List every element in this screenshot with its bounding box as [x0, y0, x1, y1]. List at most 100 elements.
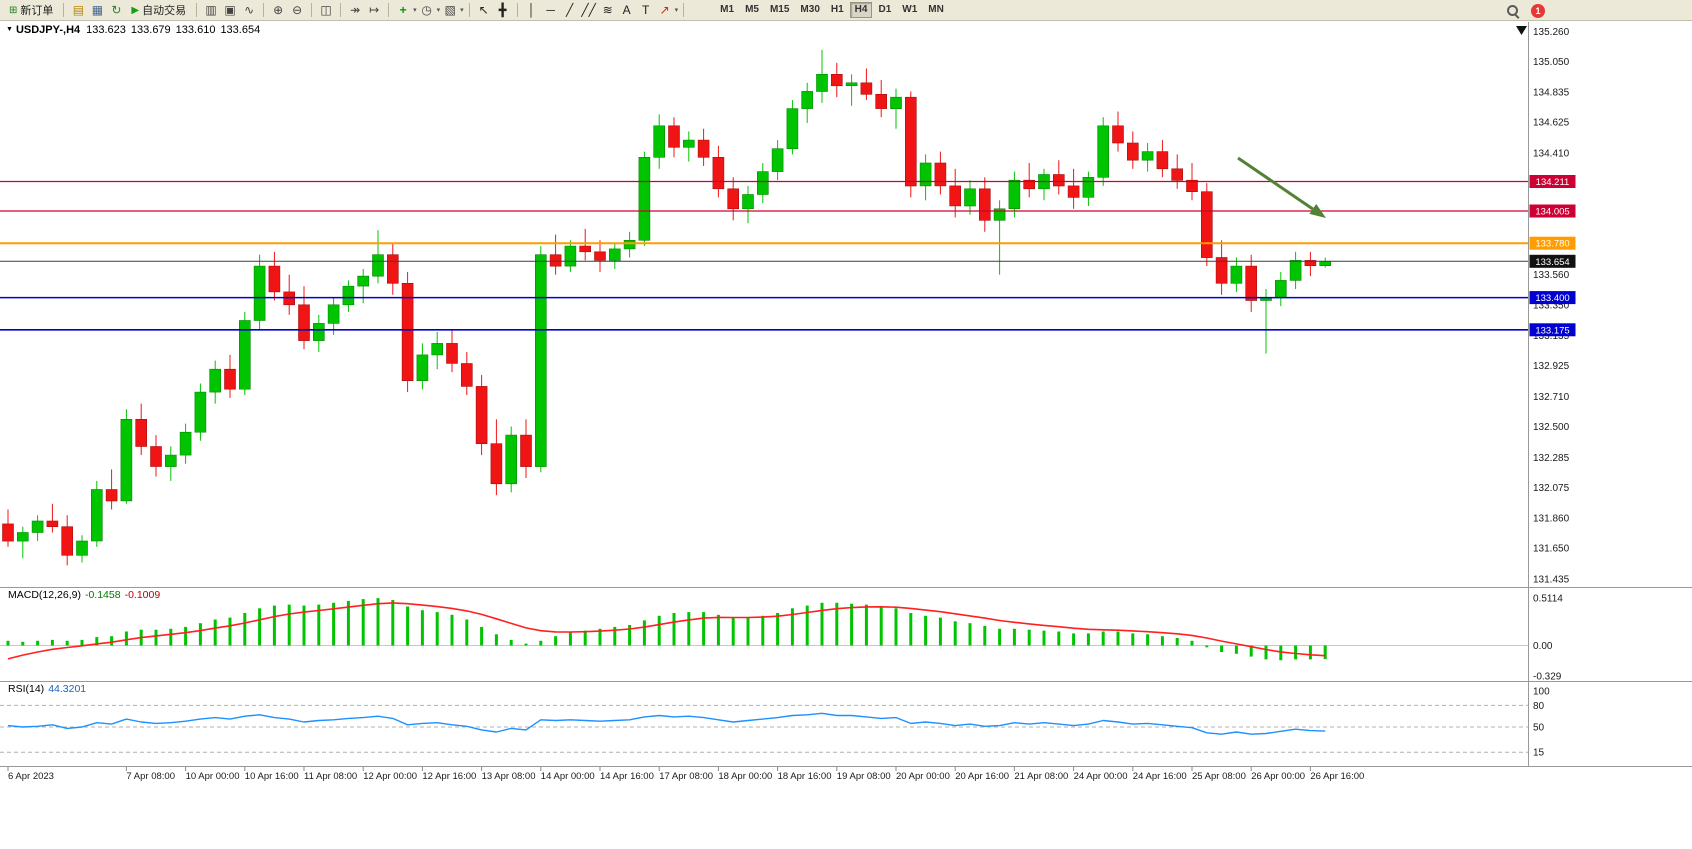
channel-icon[interactable]: ╱╱: [581, 3, 596, 17]
svg-text:24 Apr 00:00: 24 Apr 00:00: [1074, 771, 1128, 782]
svg-text:133.175: 133.175: [1535, 325, 1569, 336]
chart-title: ▼ USDJPY-,H4 133.623 133.679 133.610 133.654: [6, 24, 265, 36]
toolbar-separator: [388, 3, 390, 17]
arrows-icon[interactable]: ↗: [659, 3, 670, 17]
text-label-icon[interactable]: T: [641, 3, 650, 17]
new-order-button[interactable]: ⊞ 新订单: [4, 2, 58, 19]
auto-scroll-icon[interactable]: ↠: [350, 3, 361, 17]
toolbar-separator: [340, 3, 342, 17]
rsi-value: 44.3201: [48, 683, 87, 695]
timeframe-mn[interactable]: MN: [928, 4, 944, 15]
zoom-out-icon[interactable]: ⊖: [292, 3, 303, 17]
svg-text:132.925: 132.925: [1533, 361, 1570, 372]
auto-trading-button[interactable]: ▶ 自动交易: [126, 2, 191, 19]
macd-signal-value: -0.1009: [124, 589, 161, 601]
dropdown-arrow-icon[interactable]: ▾: [460, 7, 464, 14]
horizontal-line-icon[interactable]: ─: [546, 3, 555, 17]
crosshair-icon[interactable]: ╋: [499, 3, 507, 17]
svg-text:133.350: 133.350: [1533, 300, 1570, 311]
new-order-button-label: 新订单: [20, 5, 54, 17]
trend-arrow[interactable]: [1237, 156, 1326, 218]
timeframe-m1[interactable]: M1: [720, 4, 735, 15]
fibonacci-icon[interactable]: ≋: [602, 3, 613, 17]
toolbar-separator: [263, 3, 265, 17]
refresh-icon[interactable]: ↻: [111, 3, 122, 17]
timeframe-w1[interactable]: W1: [902, 4, 918, 15]
trendline-icon[interactable]: ╱: [566, 3, 574, 17]
chart-shift-icon[interactable]: ↦: [369, 3, 380, 17]
svg-text:6 Apr 2023: 6 Apr 2023: [8, 771, 54, 782]
svg-text:-0.329: -0.329: [1533, 672, 1562, 683]
rsi-pane: 100 80 50 15: [0, 687, 1550, 759]
svg-text:132.500: 132.500: [1533, 422, 1570, 433]
timeframe-buttons: M1 M5 M15 M30 H1 H4 D1 W1 MN: [715, 2, 949, 18]
svg-text:7 Apr 08:00: 7 Apr 08:00: [126, 771, 175, 782]
svg-text:135.050: 135.050: [1533, 57, 1570, 68]
svg-text:18 Apr 00:00: 18 Apr 00:00: [718, 771, 772, 782]
svg-text:134.625: 134.625: [1533, 118, 1570, 129]
macd-signal-line: [7, 602, 1326, 660]
indicators-button[interactable]: +: [399, 3, 407, 17]
svg-text:26 Apr 16:00: 26 Apr 16:00: [1310, 771, 1364, 782]
svg-text:0.5114: 0.5114: [1533, 594, 1563, 605]
price-axis[interactable]: 135.260 135.050 134.835 134.625 134.410 134.2…: [1529, 27, 1576, 586]
chart-symbol-label: USDJPY-,H4: [15, 24, 81, 36]
search-icon[interactable]: [1506, 4, 1520, 18]
ohlc-open: 133.623: [86, 24, 126, 36]
svg-text:132.710: 132.710: [1533, 392, 1570, 403]
timeframe-h4[interactable]: H4: [849, 2, 873, 18]
notification-badge[interactable]: 1: [1531, 3, 1545, 18]
chart-shift-marker[interactable]: [1516, 26, 1527, 35]
dropdown-arrow-icon[interactable]: ▾: [413, 7, 417, 14]
toolbar-right: 1: [1506, 3, 1545, 18]
timeframe-m5[interactable]: M5: [745, 4, 759, 15]
svg-text:19 Apr 08:00: 19 Apr 08:00: [837, 771, 891, 782]
time-axis[interactable]: 6 Apr 2023 7 Apr 08:00 10 Apr 00:00 10 Apr …: [7, 767, 1364, 782]
rsi-line: [7, 712, 1326, 735]
svg-text:20 Apr 00:00: 20 Apr 00:00: [896, 771, 950, 782]
svg-text:134.211: 134.211: [1536, 177, 1570, 188]
tile-windows-icon[interactable]: ◫: [320, 3, 332, 17]
svg-text:17 Apr 08:00: 17 Apr 08:00: [659, 771, 713, 782]
svg-text:18 Apr 16:00: 18 Apr 16:00: [778, 771, 832, 782]
collapse-triangle-icon: ▼: [6, 26, 13, 33]
timeframe-h1[interactable]: H1: [830, 4, 844, 15]
chart-candles-icon[interactable]: ▣: [224, 3, 236, 17]
timeframe-d1[interactable]: D1: [878, 4, 892, 15]
toolbar: ⊞ 新订单 ▤ ▦ ↻ ▶ 自动交易 ▥ ▣ ∿ ⊕ ⊖ ◫ ↠ ↦ + ▾ ◷ ▾ ▧ ▾ ↖ ╋ │ ─ ╱ ╱╱ ≋ A T ↗ ▾ M1…: [0, 0, 1692, 21]
play-icon: ▶: [131, 4, 140, 16]
ohlc-close: 133.654: [220, 24, 261, 36]
profiles-icon[interactable]: ▤: [72, 3, 85, 17]
toolbar-items: ⊞ 新订单 ▤ ▦ ↻ ▶ 自动交易 ▥ ▣ ∿ ⊕ ⊖ ◫ ↠ ↦ + ▾ ◷ ▾ ▧ ▾ ↖ ╋ │ ─ ╱ ╱╱ ≋ A T ↗ ▾ M1…: [4, 2, 949, 19]
svg-text:10 Apr 16:00: 10 Apr 16:00: [245, 771, 299, 782]
dropdown-arrow-icon[interactable]: ▾: [674, 7, 679, 14]
svg-text:133.400: 133.400: [1535, 293, 1569, 304]
periods-button[interactable]: ◷: [421, 3, 432, 17]
svg-text:100: 100: [1533, 687, 1550, 698]
svg-text:21 Apr 08:00: 21 Apr 08:00: [1014, 771, 1068, 782]
svg-text:133.780: 133.780: [1535, 239, 1569, 250]
svg-text:135.260: 135.260: [1533, 27, 1570, 38]
cursor-icon[interactable]: ↖: [478, 3, 489, 17]
svg-text:26 Apr 00:00: 26 Apr 00:00: [1251, 771, 1305, 782]
svg-text:134.410: 134.410: [1533, 149, 1570, 160]
macd-main-value: -0.1458: [84, 589, 121, 601]
chart-bars-icon[interactable]: ▥: [205, 3, 217, 17]
new-order-icon: ⊞: [9, 4, 18, 16]
ohlc-low: 133.610: [175, 24, 216, 36]
svg-text:14 Apr 16:00: 14 Apr 16:00: [600, 771, 654, 782]
svg-text:131.650: 131.650: [1533, 544, 1570, 555]
chart-line-icon[interactable]: ∿: [244, 3, 255, 17]
macd-name: MACD(12,26,9): [8, 589, 81, 601]
svg-text:50: 50: [1533, 723, 1545, 734]
vertical-line-icon[interactable]: │: [527, 3, 536, 17]
charts-icon[interactable]: ▦: [91, 3, 104, 17]
zoom-in-icon[interactable]: ⊕: [273, 3, 284, 17]
toolbar-separator: [311, 3, 313, 17]
timeframe-m30[interactable]: M30: [800, 4, 820, 15]
dropdown-arrow-icon[interactable]: ▾: [436, 7, 441, 14]
templates-button[interactable]: ▧: [444, 3, 456, 17]
timeframe-m15[interactable]: M15: [769, 4, 790, 15]
text-icon[interactable]: A: [622, 3, 631, 17]
